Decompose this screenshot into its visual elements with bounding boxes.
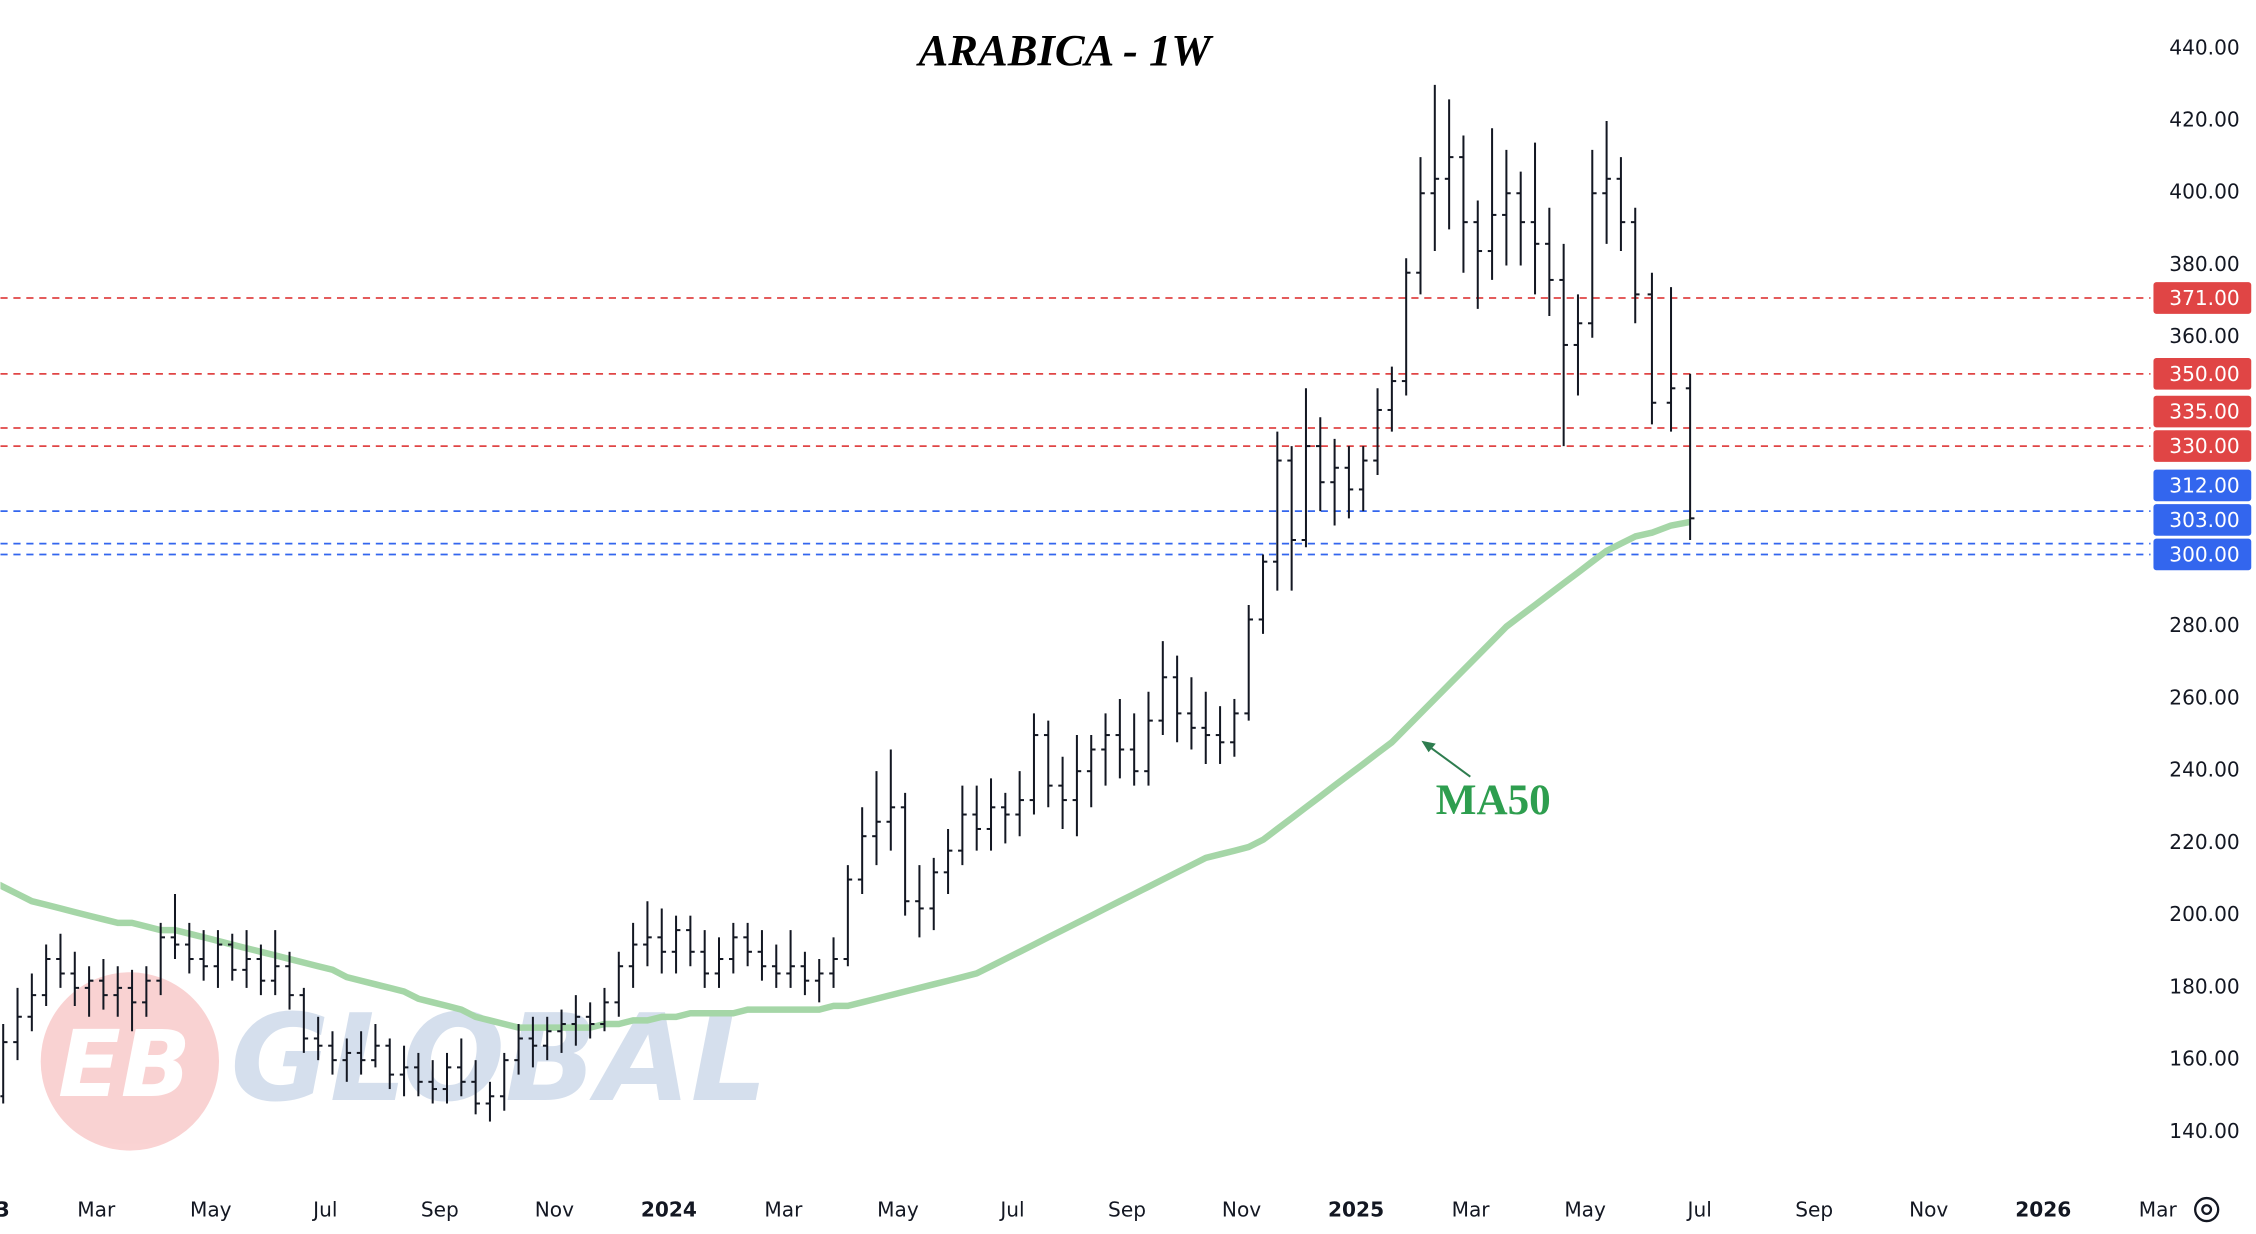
level-label-box: [2153, 538, 2252, 571]
x-tick-label: 2025: [1328, 1197, 1384, 1221]
y-tick-label: 140.00: [2169, 1119, 2239, 1143]
level-label: 371.00: [2169, 286, 2239, 310]
x-tick-label: 2024: [641, 1197, 697, 1221]
annotation-arrowhead: [1421, 740, 1436, 753]
x-tick-label: Mar: [764, 1197, 803, 1221]
level-label: 335.00: [2169, 400, 2239, 424]
chart-title: ARABICA - 1W: [916, 25, 1215, 75]
x-tick-label: Nov: [1909, 1197, 1948, 1221]
y-tick-label: 280.00: [2169, 613, 2239, 637]
y-tick-label: 420.00: [2169, 108, 2239, 132]
x-tick-label: Jul: [1686, 1197, 1712, 1221]
x-tick-label: Mar: [2139, 1197, 2178, 1221]
x-tick-label: May: [1564, 1197, 1606, 1221]
x-tick-label: 2026: [2015, 1197, 2071, 1221]
axes: 140.00 160.00 180.00 200.00 220.00 240.00 260.…: [0, 35, 2252, 1221]
settings-icon[interactable]: [2194, 1196, 2220, 1223]
plot-area: [0, 84, 2151, 1122]
x-tick-label: Jul: [311, 1197, 337, 1221]
x-tick-label: Sep: [421, 1197, 459, 1221]
x-tick-label: Mar: [1452, 1197, 1491, 1221]
level-label-box: [2153, 469, 2252, 502]
watermark-logo: [40, 972, 220, 1151]
x-tick-label: 2023: [0, 1197, 10, 1221]
level-label: 303.00: [2169, 508, 2239, 532]
y-tick-label: 200.00: [2169, 902, 2239, 926]
watermark-text: GLOBAL: [231, 989, 768, 1129]
x-tick-label: Sep: [1108, 1197, 1146, 1221]
level-label-box: [2153, 282, 2252, 314]
x-tick-label: May: [190, 1197, 232, 1221]
settings-gear[interactable]: [2194, 1196, 2220, 1223]
ma-annotation: MA50: [1436, 777, 1551, 824]
y-tick-label: 380.00: [2169, 252, 2239, 276]
x-tick-label: Jul: [998, 1197, 1024, 1221]
watermark-logo-mark: EB: [58, 1011, 191, 1118]
y-tick-label: 360.00: [2169, 324, 2239, 348]
level-label: 312.00: [2169, 473, 2239, 497]
watermark: EB GLOBAL: [40, 972, 768, 1151]
x-tick-label: May: [877, 1197, 919, 1221]
y-tick-label: 180.00: [2169, 974, 2239, 998]
y-tick-label: 440.00: [2169, 35, 2239, 59]
y-tick-label: 240.00: [2169, 758, 2239, 782]
level-label-box: [2153, 358, 2252, 390]
y-tick-label: 160.00: [2169, 1047, 2239, 1071]
level-label-box: [2153, 504, 2252, 536]
ma-line: [0, 518, 1691, 1031]
level-label: 330.00: [2169, 434, 2239, 458]
level-label: 350.00: [2169, 362, 2239, 386]
x-tick-label: Sep: [1795, 1197, 1833, 1221]
y-tick-label: 220.00: [2169, 830, 2239, 854]
annotation-arrow: [1426, 744, 1471, 778]
level-label: 300.00: [2169, 542, 2239, 566]
settings-gear-center[interactable]: [2201, 1204, 2213, 1216]
x-tick-label: Nov: [535, 1197, 574, 1221]
level-label-box: [2153, 430, 2252, 462]
x-tick-label: Nov: [1222, 1197, 1261, 1221]
x-tick-label: Mar: [77, 1197, 116, 1221]
y-tick-label: 260.00: [2169, 685, 2239, 709]
y-tick-label: 400.00: [2169, 180, 2239, 204]
level-label-box: [2153, 395, 2252, 428]
